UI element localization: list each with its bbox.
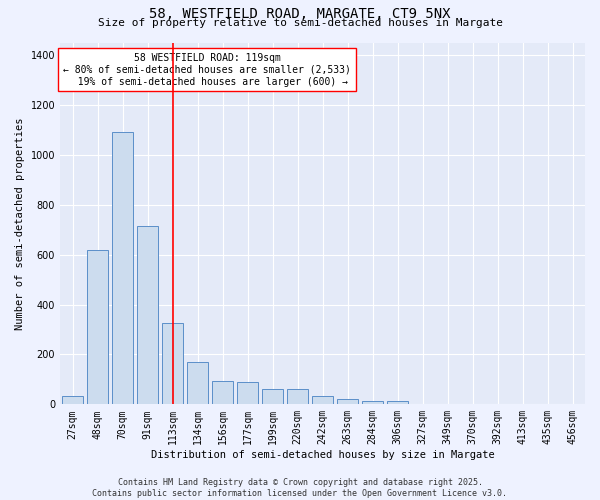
Y-axis label: Number of semi-detached properties: Number of semi-detached properties xyxy=(15,117,25,330)
X-axis label: Distribution of semi-detached houses by size in Margate: Distribution of semi-detached houses by … xyxy=(151,450,494,460)
Bar xyxy=(212,380,233,404)
Bar xyxy=(387,400,408,404)
Bar xyxy=(187,362,208,405)
Bar xyxy=(337,400,358,404)
Bar xyxy=(112,132,133,404)
Bar xyxy=(62,396,83,404)
Bar xyxy=(362,400,383,404)
Bar xyxy=(312,396,333,404)
Text: Size of property relative to semi-detached houses in Margate: Size of property relative to semi-detach… xyxy=(97,18,503,28)
Bar xyxy=(287,390,308,404)
Text: 58 WESTFIELD ROAD: 119sqm
← 80% of semi-detached houses are smaller (2,533)
  19: 58 WESTFIELD ROAD: 119sqm ← 80% of semi-… xyxy=(63,54,351,86)
Bar xyxy=(87,250,108,404)
Bar xyxy=(262,390,283,404)
Bar xyxy=(237,382,258,404)
Text: 58, WESTFIELD ROAD, MARGATE, CT9 5NX: 58, WESTFIELD ROAD, MARGATE, CT9 5NX xyxy=(149,8,451,22)
Text: Contains HM Land Registry data © Crown copyright and database right 2025.
Contai: Contains HM Land Registry data © Crown c… xyxy=(92,478,508,498)
Bar xyxy=(137,226,158,404)
Bar xyxy=(162,323,183,404)
